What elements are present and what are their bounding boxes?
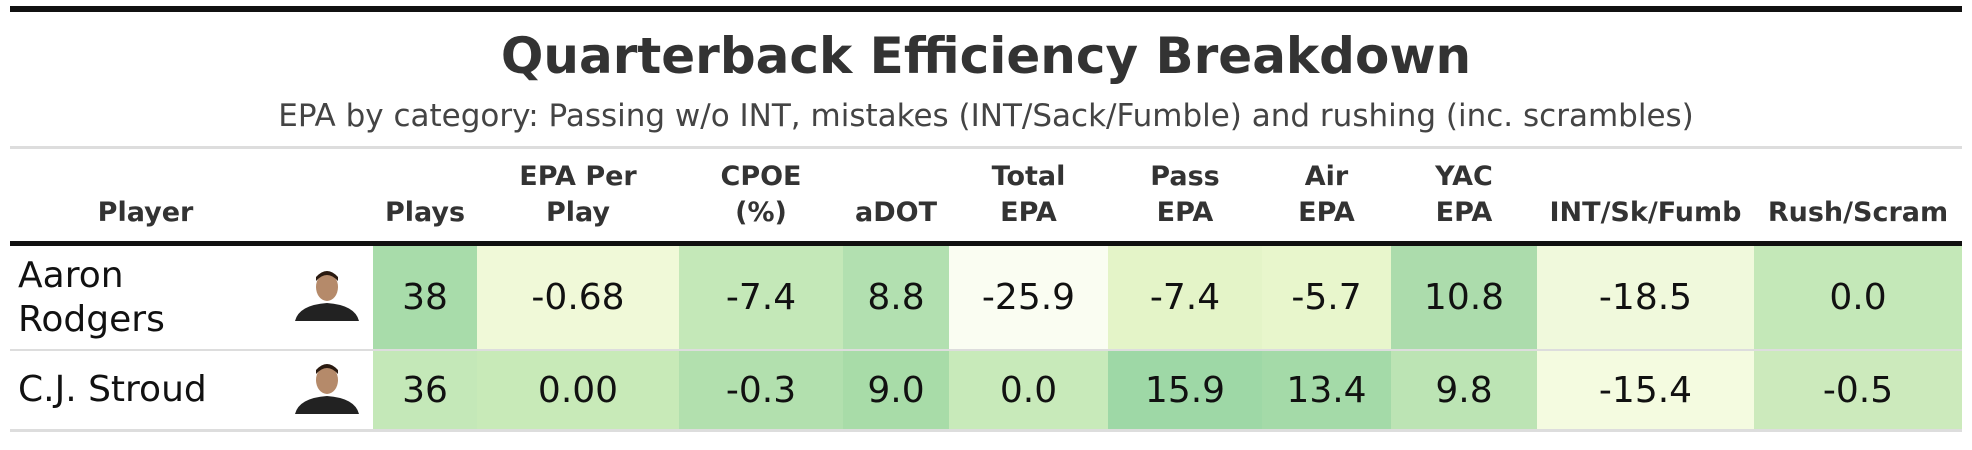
stat-cell: -7.4 [679,243,843,351]
table: Player Plays EPA Per Play CPOE (%) aDOT Total EP… [10,146,1962,432]
text-line: EPA [1435,197,1493,228]
text-line: EPA [1156,197,1214,228]
text-line: (%) [735,197,787,228]
stat-cell: -18.5 [1537,243,1754,351]
text-line: Plays [384,197,466,228]
text-line: EPA Per [519,161,637,192]
stat-cell: 0.00 [477,350,679,432]
table-widget: Quarterback Efficiency Breakdown EPA by … [10,0,1962,432]
photo-cell [281,243,373,351]
text-line: INT/Sk/Fumb [1549,197,1742,228]
text-line: EPA [1000,197,1057,228]
title: Quarterback Efficiency Breakdown [500,27,1472,85]
stat-cell: 13.4 [1262,350,1391,432]
text-line: EPA [1298,197,1355,228]
stat-cell: -0.3 [679,350,843,432]
text-line: Player [97,197,194,228]
text-line: C.J. Stroud [18,369,207,410]
stat-cell: -25.9 [949,243,1108,351]
stat-cell: 15.9 [1108,350,1262,432]
table-body: Aaron Rodgers 38 -0.68 -7.4 8.8 -25.9 -7.4 -5.7 1… [10,243,1962,432]
stat-cell: -15.4 [1537,350,1754,432]
player-name: Aaron Rodgers [10,243,281,351]
stat-cell: 36 [373,350,477,432]
table-row: C.J. Stroud 36 0.00 -0.3 9.0 0.0 15.9 13.4 9.8 -1… [10,350,1962,432]
stat-cell: 9.0 [843,350,949,432]
stat-cell: 0.0 [1754,243,1962,351]
column-header: Player [10,147,281,246]
header-row: Player Plays EPA Per Play CPOE (%) aDOT Total EP… [10,147,1962,246]
subtitle: EPA by category: Passing w/o INT, mistak… [278,98,1694,134]
stat-cell: 0.0 [949,350,1108,432]
text-line: Air [1304,161,1349,192]
column-header: Air EPA [1262,147,1391,246]
column-header: INT/Sk/Fumb [1537,147,1754,246]
text-line: Rodgers [18,298,165,340]
text-line: Aaron [18,254,124,296]
top-rule [10,6,1962,12]
stat-cell: -7.4 [1108,243,1262,351]
stat-cell: -0.5 [1754,350,1962,432]
column-header: CPOE (%) [679,147,843,246]
column-header: YAC EPA [1391,147,1537,246]
stat-cell: 9.8 [1391,350,1537,432]
player-name: C.J. Stroud [10,350,281,432]
stat-cell: 38 [373,243,477,351]
text-line: Total [991,161,1066,192]
player-photo [295,271,359,321]
column-header: EPA Per Play [477,147,679,246]
column-header: Plays [373,147,477,246]
photo-cell [281,350,373,432]
column-header: aDOT [843,147,949,246]
column-header: Rush/Scram [1754,147,1962,246]
table-row: Aaron Rodgers 38 -0.68 -7.4 8.8 -25.9 -7.4 -5.7 1… [10,243,1962,351]
text-line: aDOT [854,197,937,228]
text-line: Rush/Scram [1767,197,1949,228]
text-line: CPOE [720,161,802,192]
text-line: YAC [1435,161,1493,192]
text-line: Play [545,197,611,228]
stat-cell: -0.68 [477,243,679,351]
column-header: Total EPA [949,147,1108,246]
player-photo [295,363,359,414]
stat-cell: 8.8 [843,243,949,351]
column-header: Pass EPA [1108,147,1262,246]
stat-cell: -5.7 [1262,243,1391,351]
text-line: Pass [1150,161,1220,192]
stat-cell: 10.8 [1391,243,1537,351]
photo-header [281,147,373,246]
